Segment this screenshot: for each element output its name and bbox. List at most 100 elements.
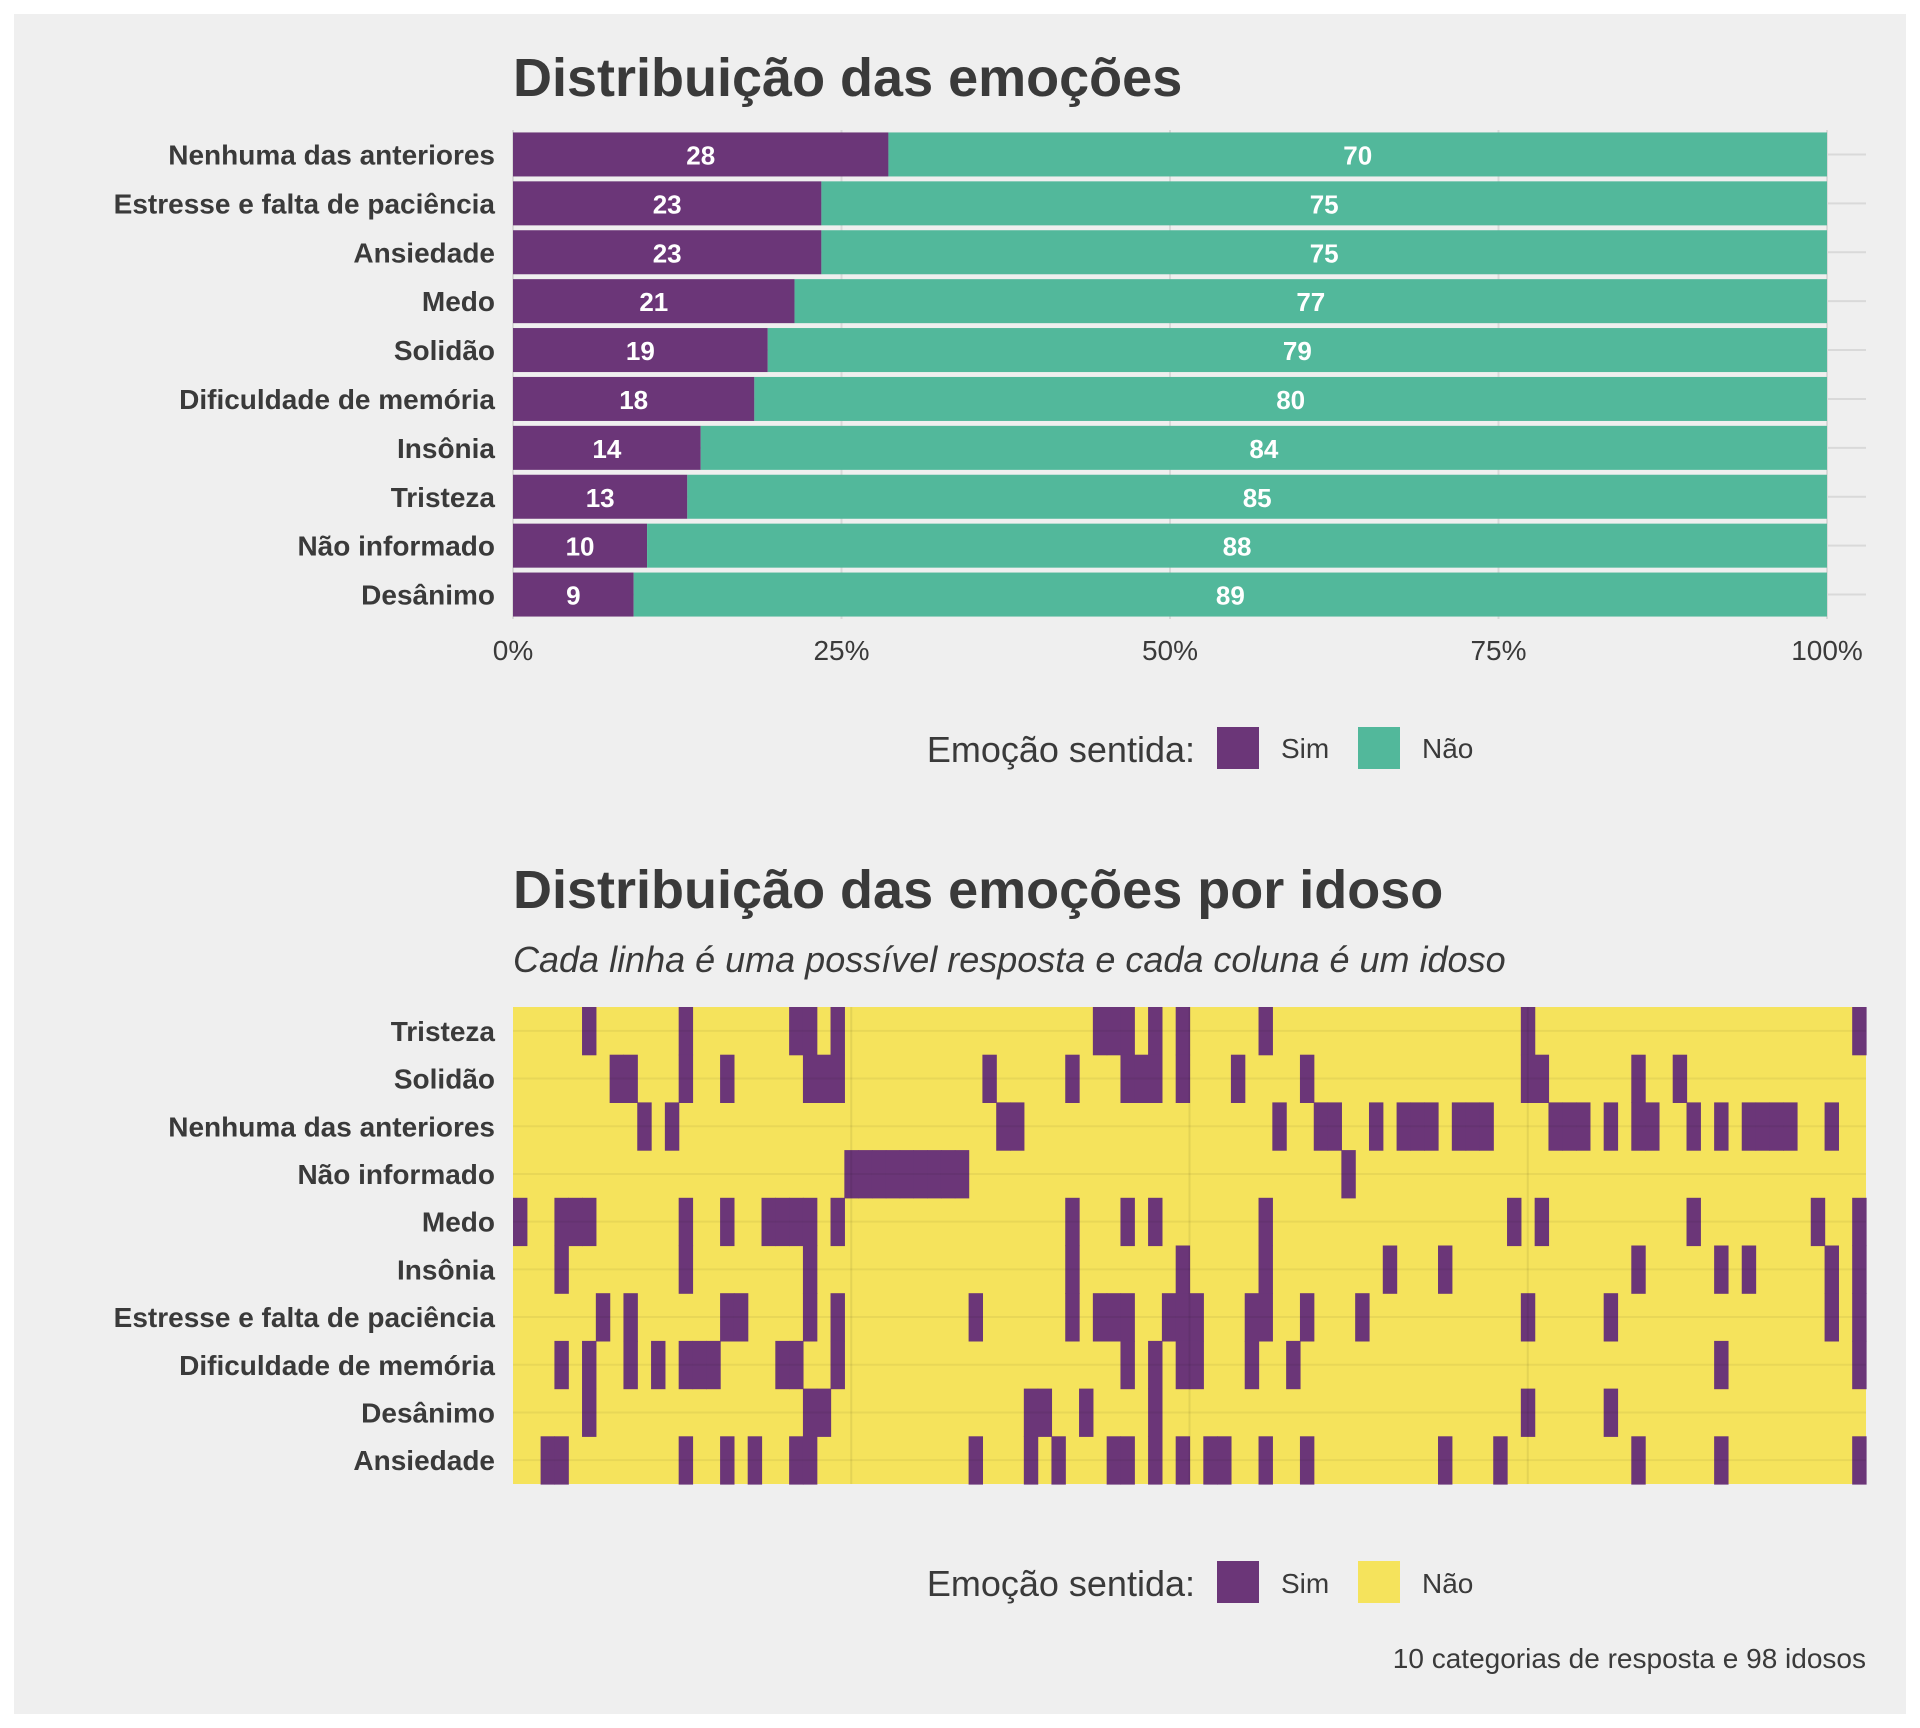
chart2-y-label-ansiedade: Ansiedade: [353, 1445, 495, 1476]
chart2-cell-sim: [789, 1340, 804, 1390]
chart2-cell-sim: [802, 1293, 818, 1342]
chart2-cell-sim: [830, 1293, 845, 1342]
chart1-data-label-sim: 18: [619, 385, 648, 415]
chart2-cell-sim: [1562, 1102, 1577, 1151]
chart2-cell-sim: [1603, 1102, 1619, 1151]
chart2-cell-sim: [1189, 1293, 1204, 1342]
chart2-y-label-desanimo: Desânimo: [361, 1397, 495, 1428]
chart2-cell-sim: [1037, 1388, 1053, 1437]
chart2-cell-sim: [678, 1054, 694, 1103]
chart2-cell-sim: [1175, 1054, 1191, 1103]
chart2-cell-sim: [1451, 1102, 1467, 1151]
chart2-cell-sim: [1507, 1197, 1522, 1247]
chart2-cell-sim: [830, 1007, 845, 1056]
chart2-cell-sim: [1368, 1102, 1384, 1151]
chart1-data-label-sim: 14: [592, 434, 621, 464]
chart2-cell-sim: [609, 1054, 625, 1103]
chart2-cell-sim: [1520, 1388, 1536, 1437]
chart2-cell-sim: [1631, 1054, 1646, 1103]
chart2-cell-sim: [651, 1340, 666, 1390]
chart1-data-label-nao: 85: [1243, 483, 1272, 513]
chart2-cell-sim: [1258, 1007, 1273, 1056]
chart2-cell-sim: [1327, 1102, 1342, 1151]
chart2-cell-sim: [720, 1293, 735, 1342]
chart2-cell-sim: [1092, 1293, 1108, 1342]
chart2-cell-sim: [1010, 1102, 1025, 1151]
chart1-bar-sim: [513, 425, 701, 470]
chart1-bar-sim: [513, 474, 688, 519]
chart2-cell-sim: [871, 1150, 887, 1199]
chart2-cell-sim: [1686, 1197, 1701, 1247]
chart2-y-label-dificuldade-de-memoria: Dificuldade de memória: [179, 1350, 495, 1381]
chart1-bar-nao: [700, 425, 1827, 470]
chart2-cell-sim: [554, 1340, 569, 1390]
chart2-cell-sim: [1520, 1054, 1536, 1103]
chart2-cell-sim: [802, 1197, 818, 1247]
chart2-legend: Emoção sentida: Sim Não: [927, 1561, 1473, 1604]
chart2-cell-sim: [664, 1102, 680, 1151]
chart2-cell-sim: [733, 1293, 749, 1342]
chart1-data-label-nao: 88: [1223, 532, 1252, 562]
chart2-cell-sim: [1672, 1054, 1688, 1103]
chart2-caption: 10 categorias de resposta e 98 idosos: [1393, 1643, 1866, 1674]
chart1-legend-title: Emoção sentida:: [927, 729, 1195, 770]
chart2-cell-sim: [1396, 1102, 1411, 1151]
chart2-cell-sim: [802, 1245, 818, 1294]
chart1-bar-nao: [888, 132, 1827, 177]
chart2-cell-sim: [1120, 1007, 1135, 1056]
chart2-cell-sim: [1645, 1102, 1660, 1151]
chart2-y-label-medo: Medo: [422, 1207, 495, 1238]
chart2-y-label-estresse-e-falta-de-paciencia: Estresse e falta de paciência: [114, 1302, 496, 1333]
chart1-y-label-estresse-e-falta-de-paciencia: Estresse e falta de paciência: [114, 188, 496, 219]
chart2-cell-sim: [582, 1388, 597, 1437]
chart2-cell-sim: [1051, 1436, 1066, 1485]
chart2-cell-sim: [623, 1340, 638, 1390]
chart2-cell-sim: [1424, 1102, 1439, 1151]
chart2-cell-sim: [1824, 1102, 1839, 1151]
chart2-cell-sim: [1120, 1340, 1135, 1390]
chart2-cell-sim: [1134, 1054, 1149, 1103]
chart2-cell-sim: [1714, 1102, 1729, 1151]
chart2-cell-sim: [968, 1436, 984, 1485]
chart1-bar-sim: [513, 279, 795, 324]
chart1-x-tick-label: 50%: [1142, 635, 1198, 666]
chart2-cell-sim: [1106, 1436, 1122, 1485]
chart1-data-label-sim: 10: [566, 532, 595, 562]
chart2-cell-sim: [1465, 1102, 1481, 1151]
chart2-cell-sim: [968, 1293, 984, 1342]
chart2-cell-sim: [1175, 1436, 1191, 1485]
chart2-cell-sim: [1244, 1340, 1260, 1390]
chart2-cell-sim: [802, 1388, 818, 1437]
chart2-cell-sim: [996, 1102, 1011, 1151]
chart2-cell-sim: [1783, 1102, 1798, 1151]
chart2-cell-sim: [1120, 1054, 1135, 1103]
chart2-cell-sim: [1286, 1340, 1301, 1390]
chart1-y-label-solidao: Solidão: [394, 335, 495, 366]
chart2-cell-sim: [1741, 1102, 1757, 1151]
chart2-cell-sim: [830, 1340, 845, 1390]
chart2-cell-sim: [1714, 1436, 1729, 1485]
chart2-cell-sim: [568, 1197, 583, 1247]
chart2-cell-sim: [816, 1054, 832, 1103]
chart2-cell-sim: [1148, 1197, 1163, 1247]
chart2-cell-sim: [692, 1340, 707, 1390]
chart2-cell-sim: [830, 1054, 845, 1103]
chart2-y-label-tristeza: Tristeza: [391, 1016, 496, 1047]
chart1-bar-sim: [513, 132, 889, 177]
chart2-cell-sim: [540, 1436, 556, 1485]
chart1-data-label-nao: 80: [1276, 385, 1305, 415]
chart1-data-label-nao: 84: [1249, 434, 1278, 464]
chart2-cell-sim: [678, 1197, 694, 1247]
chart1-bar-sim: [513, 523, 648, 568]
chart2-cell-sim: [1438, 1436, 1453, 1485]
chart1-bar-sim: [513, 572, 634, 617]
chart1-bar-nao: [767, 328, 1827, 373]
chart2-cell-sim: [1769, 1102, 1784, 1151]
chart1-bar-nao: [821, 230, 1827, 275]
chart2-cell-sim: [1576, 1102, 1591, 1151]
chart2-cell-sim: [1534, 1197, 1550, 1247]
chart2-cell-sim: [775, 1340, 790, 1390]
chart2-cell-sim: [1217, 1436, 1232, 1485]
chart1-legend-swatch-nao: [1358, 727, 1400, 769]
